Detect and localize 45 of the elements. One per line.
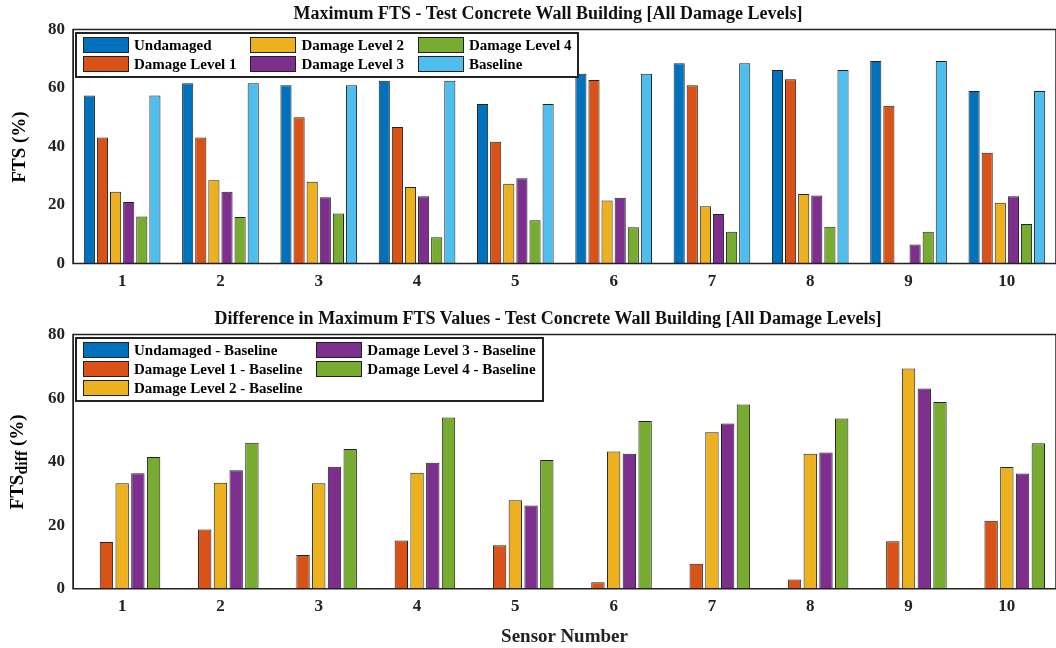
x-tick-label: 7 [707,596,717,616]
x-tick-label: 1 [117,596,127,616]
legend-label: Damage Level 4 - Baseline [367,360,536,378]
legend-label: Undamaged [134,36,212,54]
x-tick-label: 2 [216,271,225,291]
x-tick-label: 10 [998,596,1016,616]
y-tick-label: 60 [48,387,65,407]
y-tick-label: 40 [48,135,65,155]
y-tick-label: 80 [48,323,65,343]
x-axis-title: Sensor Number [501,624,629,646]
x-tick-label: 6 [609,596,618,616]
x-tick-label: 4 [412,271,422,291]
y-tick-label: 20 [48,194,65,214]
x-tick-label: 2 [216,596,225,616]
x-tick-label: 3 [314,271,323,291]
x-tick-label: 5 [511,271,520,291]
x-tick-label: 7 [707,271,717,291]
x-tick-label: 6 [609,271,618,291]
x-tick-label: 8 [806,271,815,291]
x-tick-label: 5 [511,596,520,616]
y-tick-label: 60 [48,77,65,97]
legend-label: Damage Level 1 - Baseline [134,360,303,378]
legend-label: Undamaged - Baseline [134,341,278,359]
y-tick-label: 20 [48,514,65,534]
y-axis-title: FTS (%) [7,110,30,183]
chart-title: Maximum FTS - Test Concrete Wall Building [All Damage Levels] [293,3,803,24]
legend-label: Damage Level 4 [468,36,572,54]
y-tick-label: 0 [56,578,65,598]
legend-label: Damage Level 1 [134,55,237,73]
x-tick-label: 4 [412,596,422,616]
legend-label: Damage Level 2 [301,36,404,54]
x-tick-label: 3 [314,596,323,616]
x-tick-label: 1 [117,271,127,291]
x-tick-label: 9 [904,271,913,291]
legend-label: Damage Level 2 - Baseline [134,379,303,397]
y-tick-label: 80 [48,18,65,38]
legend-label: Damage Level 3 - Baseline [367,341,536,359]
legend-label: Baseline [468,55,523,73]
y-tick-label: 0 [56,252,65,272]
x-tick-label: 10 [998,271,1016,291]
legend-label: Damage Level 3 [301,55,404,73]
x-tick-label: 8 [806,596,815,616]
chart-title: Difference in Maximum FTS Values - Test Concrete Wall Building [All Damage Levels] [214,308,882,329]
y-tick-label: 40 [48,451,65,471]
x-tick-label: 9 [904,596,913,616]
